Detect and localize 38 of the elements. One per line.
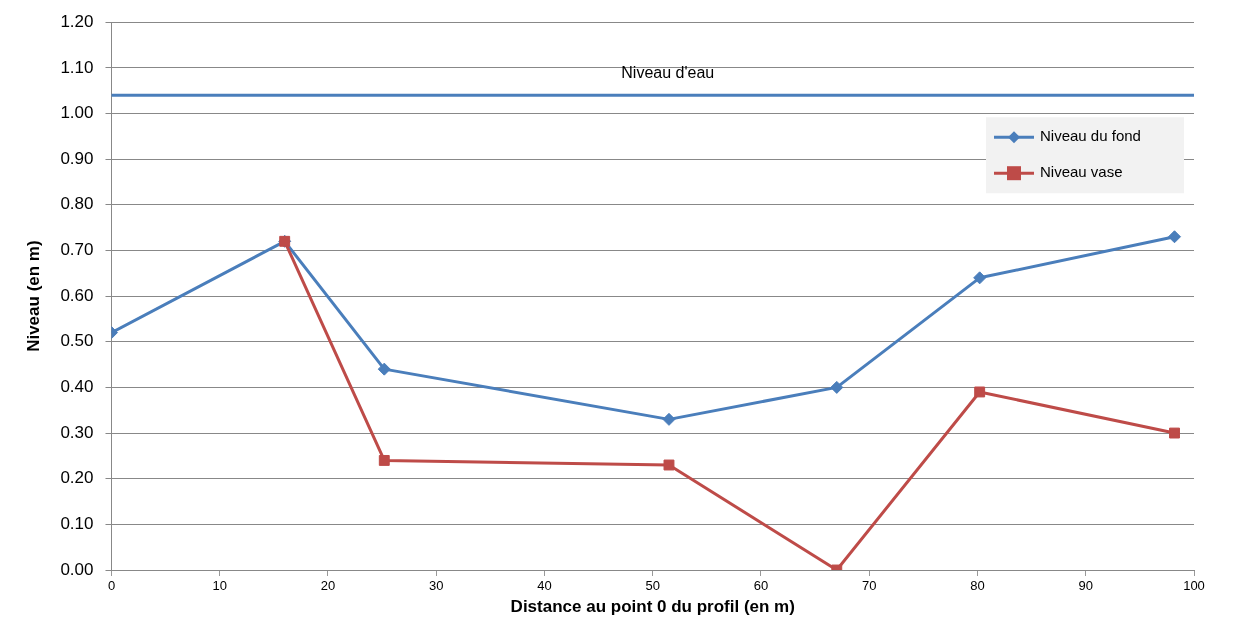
point	[377, 362, 391, 376]
y-tick-label: 0.70	[60, 240, 94, 260]
point	[1168, 230, 1182, 244]
y-tick-label: 1.00	[60, 103, 94, 123]
point	[378, 454, 390, 466]
point	[663, 459, 675, 471]
y-tick-label: 0.90	[60, 148, 94, 168]
x-tick-label: 30	[429, 578, 444, 594]
point	[830, 380, 844, 394]
y-tick-label: 0.00	[60, 559, 94, 579]
y-tick-label: 0.20	[60, 468, 94, 488]
point	[973, 271, 987, 285]
y-tick-label: 0.30	[60, 422, 94, 442]
x-tick-label: 20	[320, 578, 336, 594]
x-tick-label: 50	[645, 578, 660, 594]
x-tick-label: 100	[1183, 578, 1205, 594]
point	[662, 412, 676, 426]
y-tick-label: 0.60	[60, 285, 94, 305]
y-tick-label: 0.10	[60, 514, 94, 534]
y-tick-label: 0.40	[60, 377, 94, 397]
point	[974, 386, 986, 398]
point	[1169, 427, 1180, 439]
x-tick-label: 10	[212, 578, 227, 594]
legend-label: Niveau vase	[1040, 163, 1123, 181]
y-tick-label: 0.80	[60, 194, 94, 214]
y-tick-label: 1.20	[60, 11, 94, 31]
x-axis-title: Distance au point 0 du profil (en m)	[510, 597, 795, 617]
y-axis-title: Niveau (en m)	[23, 240, 43, 352]
y-tick-label: 0.50	[60, 331, 94, 351]
x-tick-label: 40	[537, 578, 552, 594]
x-tick-label: 70	[862, 578, 877, 594]
x-tick-label: 80	[970, 578, 985, 594]
x-tick-label: 60	[753, 578, 769, 594]
legend-label: Niveau du fond	[1040, 127, 1141, 145]
x-tick-label: 0	[107, 578, 116, 594]
x-tick-label: 90	[1078, 578, 1093, 594]
ref-line-label: Niveau d'eau	[621, 63, 715, 81]
y-tick-label: 1.10	[60, 57, 94, 77]
